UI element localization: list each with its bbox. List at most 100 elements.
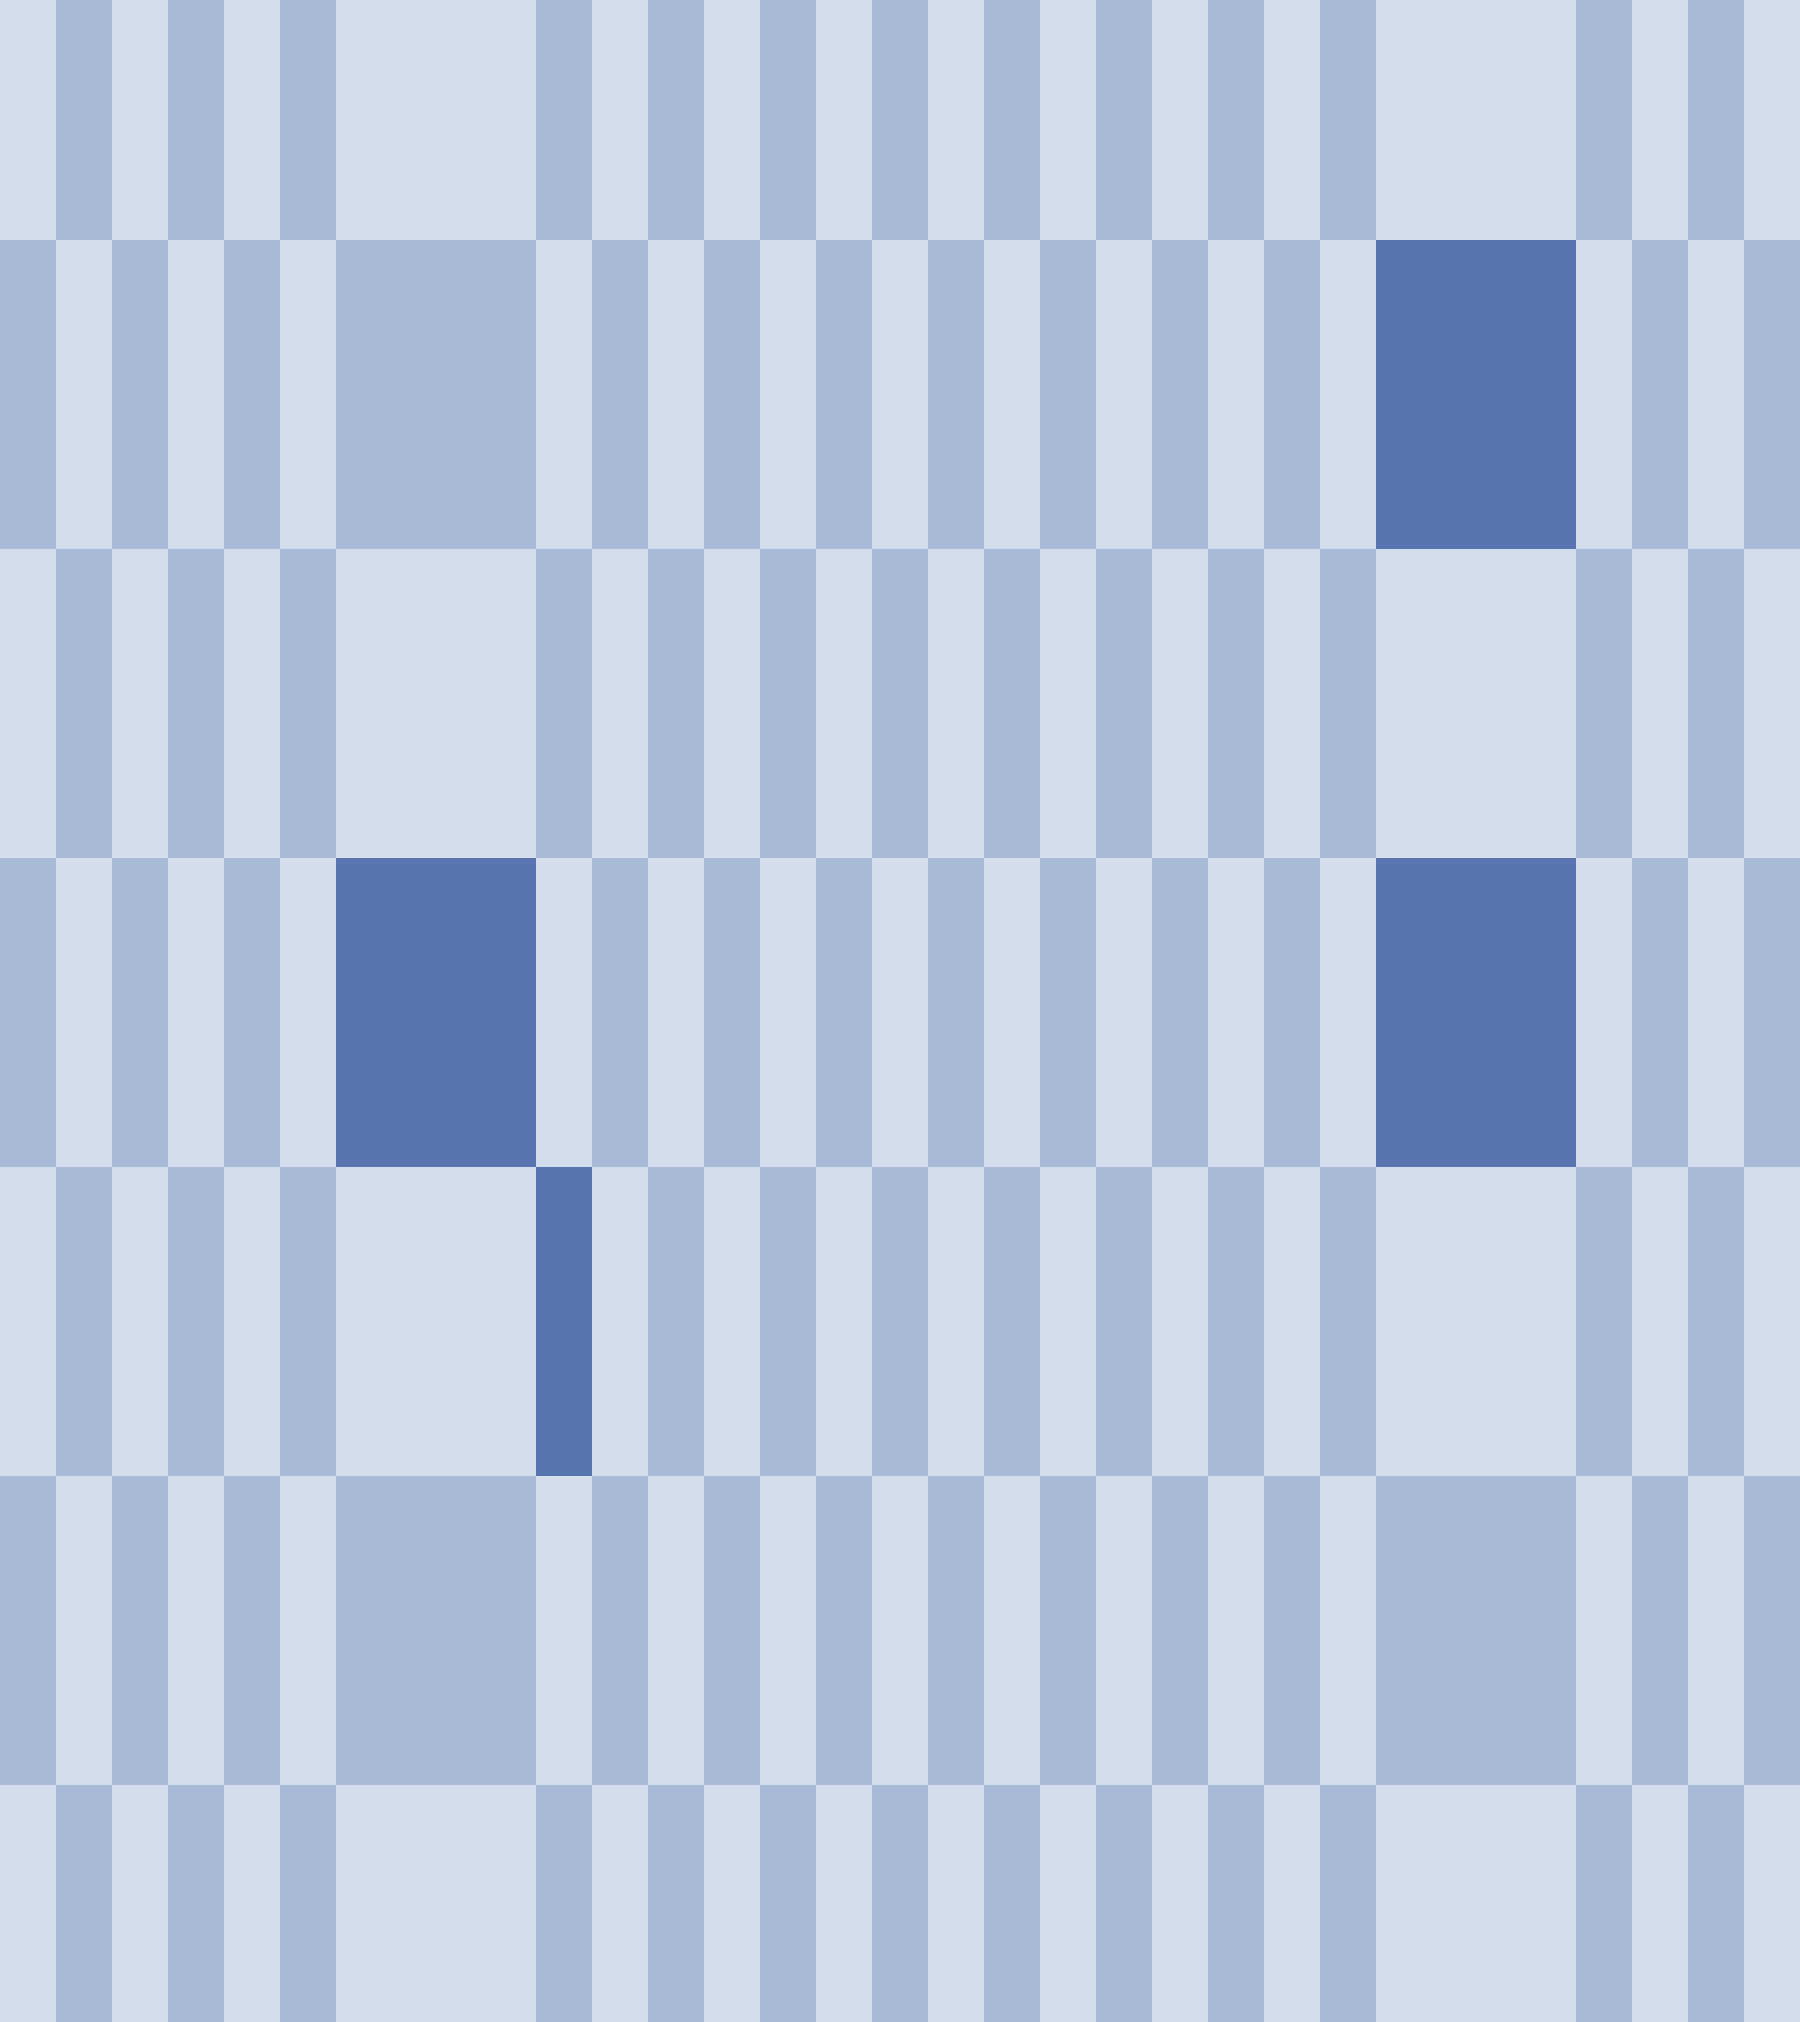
pattern-cell	[1744, 1476, 1800, 1786]
pattern-cell	[536, 1476, 593, 1786]
pattern-cell	[1320, 549, 1377, 859]
pattern-cell	[224, 0, 281, 241]
pattern-cell	[1632, 1476, 1689, 1786]
pattern-cell	[872, 549, 929, 859]
pattern-cell	[760, 240, 817, 550]
pattern-cell	[984, 1785, 1041, 2022]
pattern-cell	[1744, 1785, 1800, 2022]
pattern-cell	[648, 0, 705, 241]
pattern-cell	[112, 1785, 169, 2022]
pattern-cell	[1744, 1167, 1800, 1477]
pattern-cell	[1208, 1476, 1265, 1786]
pattern-cell	[1096, 1476, 1153, 1786]
pattern-cell	[1744, 858, 1800, 1168]
pattern-cell	[1576, 0, 1633, 241]
pattern-cell	[1376, 1167, 1577, 1477]
pattern-cell	[872, 240, 929, 550]
pattern-cell	[280, 858, 337, 1168]
pattern-cell	[168, 1785, 225, 2022]
pattern-cell	[536, 0, 593, 241]
pattern-cell	[112, 858, 169, 1168]
pattern-cell	[112, 1167, 169, 1477]
pattern-cell	[1632, 0, 1689, 241]
pattern-cell	[536, 549, 593, 859]
pattern-cell	[816, 0, 873, 241]
pattern-cell	[336, 0, 537, 241]
pattern-cell	[1632, 1167, 1689, 1477]
pattern-cell	[536, 240, 593, 550]
pattern-cell	[1152, 1167, 1209, 1477]
pattern-cell	[872, 1476, 929, 1786]
pattern-cell	[984, 0, 1041, 241]
pattern-cell	[1040, 858, 1097, 1168]
pattern-cell	[1632, 858, 1689, 1168]
pattern-cell	[336, 1785, 537, 2022]
pattern-cell	[592, 1167, 649, 1477]
pattern-cell	[648, 1167, 705, 1477]
pattern-cell	[56, 858, 113, 1168]
pattern-cell	[928, 1476, 985, 1786]
pattern-cell	[1208, 240, 1265, 550]
pattern-cell	[648, 549, 705, 859]
pattern-cell	[760, 0, 817, 241]
pattern-cell	[984, 549, 1041, 859]
pattern-cell	[1096, 549, 1153, 859]
pattern-cell	[1096, 1785, 1153, 2022]
pattern-cell	[984, 240, 1041, 550]
pattern-cell	[1744, 0, 1800, 241]
pattern-cell	[224, 549, 281, 859]
pattern-cell	[1376, 1785, 1577, 2022]
pattern-cell	[1688, 1167, 1745, 1477]
pattern-cell	[112, 549, 169, 859]
pattern-cell	[1688, 0, 1745, 241]
pattern-cell	[0, 549, 57, 859]
pattern-cell	[1320, 0, 1377, 241]
pattern-cell	[1576, 1785, 1633, 2022]
pattern-cell	[1040, 549, 1097, 859]
pattern-cell	[592, 0, 649, 241]
pattern-cell	[56, 1476, 113, 1786]
pattern-cell	[224, 240, 281, 550]
pattern-cell	[1264, 1476, 1321, 1786]
pattern-cell	[1376, 549, 1577, 859]
pattern-cell	[56, 549, 113, 859]
pattern-cell	[1152, 1785, 1209, 2022]
pattern-cell	[280, 549, 337, 859]
pattern-cell	[1688, 240, 1745, 550]
pattern-cell	[1264, 1167, 1321, 1477]
pattern-cell	[704, 1167, 761, 1477]
pattern-cell	[56, 1785, 113, 2022]
pattern-cell	[816, 1785, 873, 2022]
pattern-cell	[1152, 0, 1209, 241]
pattern-cell	[1320, 1785, 1377, 2022]
pattern-cell	[872, 1785, 929, 2022]
pattern-cell	[1208, 1785, 1265, 2022]
pattern-cell	[1208, 858, 1265, 1168]
pattern-cell	[168, 240, 225, 550]
pattern-cell	[928, 1167, 985, 1477]
pattern-cell	[1208, 0, 1265, 241]
pattern-cell	[1320, 1476, 1377, 1786]
pattern-cell	[168, 549, 225, 859]
pattern-cell	[1688, 1476, 1745, 1786]
pattern-cell	[704, 0, 761, 241]
pattern-cell	[0, 1785, 57, 2022]
pattern-cell	[1152, 1476, 1209, 1786]
pattern-cell	[112, 0, 169, 241]
pattern-cell	[336, 549, 537, 859]
pattern-cell	[1688, 858, 1745, 1168]
pattern-cell	[1152, 549, 1209, 859]
pattern-cell	[1264, 858, 1321, 1168]
pattern-cell	[928, 1785, 985, 2022]
pattern-cell	[1152, 240, 1209, 550]
pattern-cell	[648, 1476, 705, 1786]
pattern-cell	[1576, 549, 1633, 859]
highlighted-cell	[536, 1167, 593, 1477]
pattern-cell	[224, 1167, 281, 1477]
pattern-cell	[224, 858, 281, 1168]
pattern-cell	[1040, 1476, 1097, 1786]
pattern-cell	[1208, 549, 1265, 859]
pattern-cell	[280, 1785, 337, 2022]
pattern-cell	[1576, 858, 1633, 1168]
